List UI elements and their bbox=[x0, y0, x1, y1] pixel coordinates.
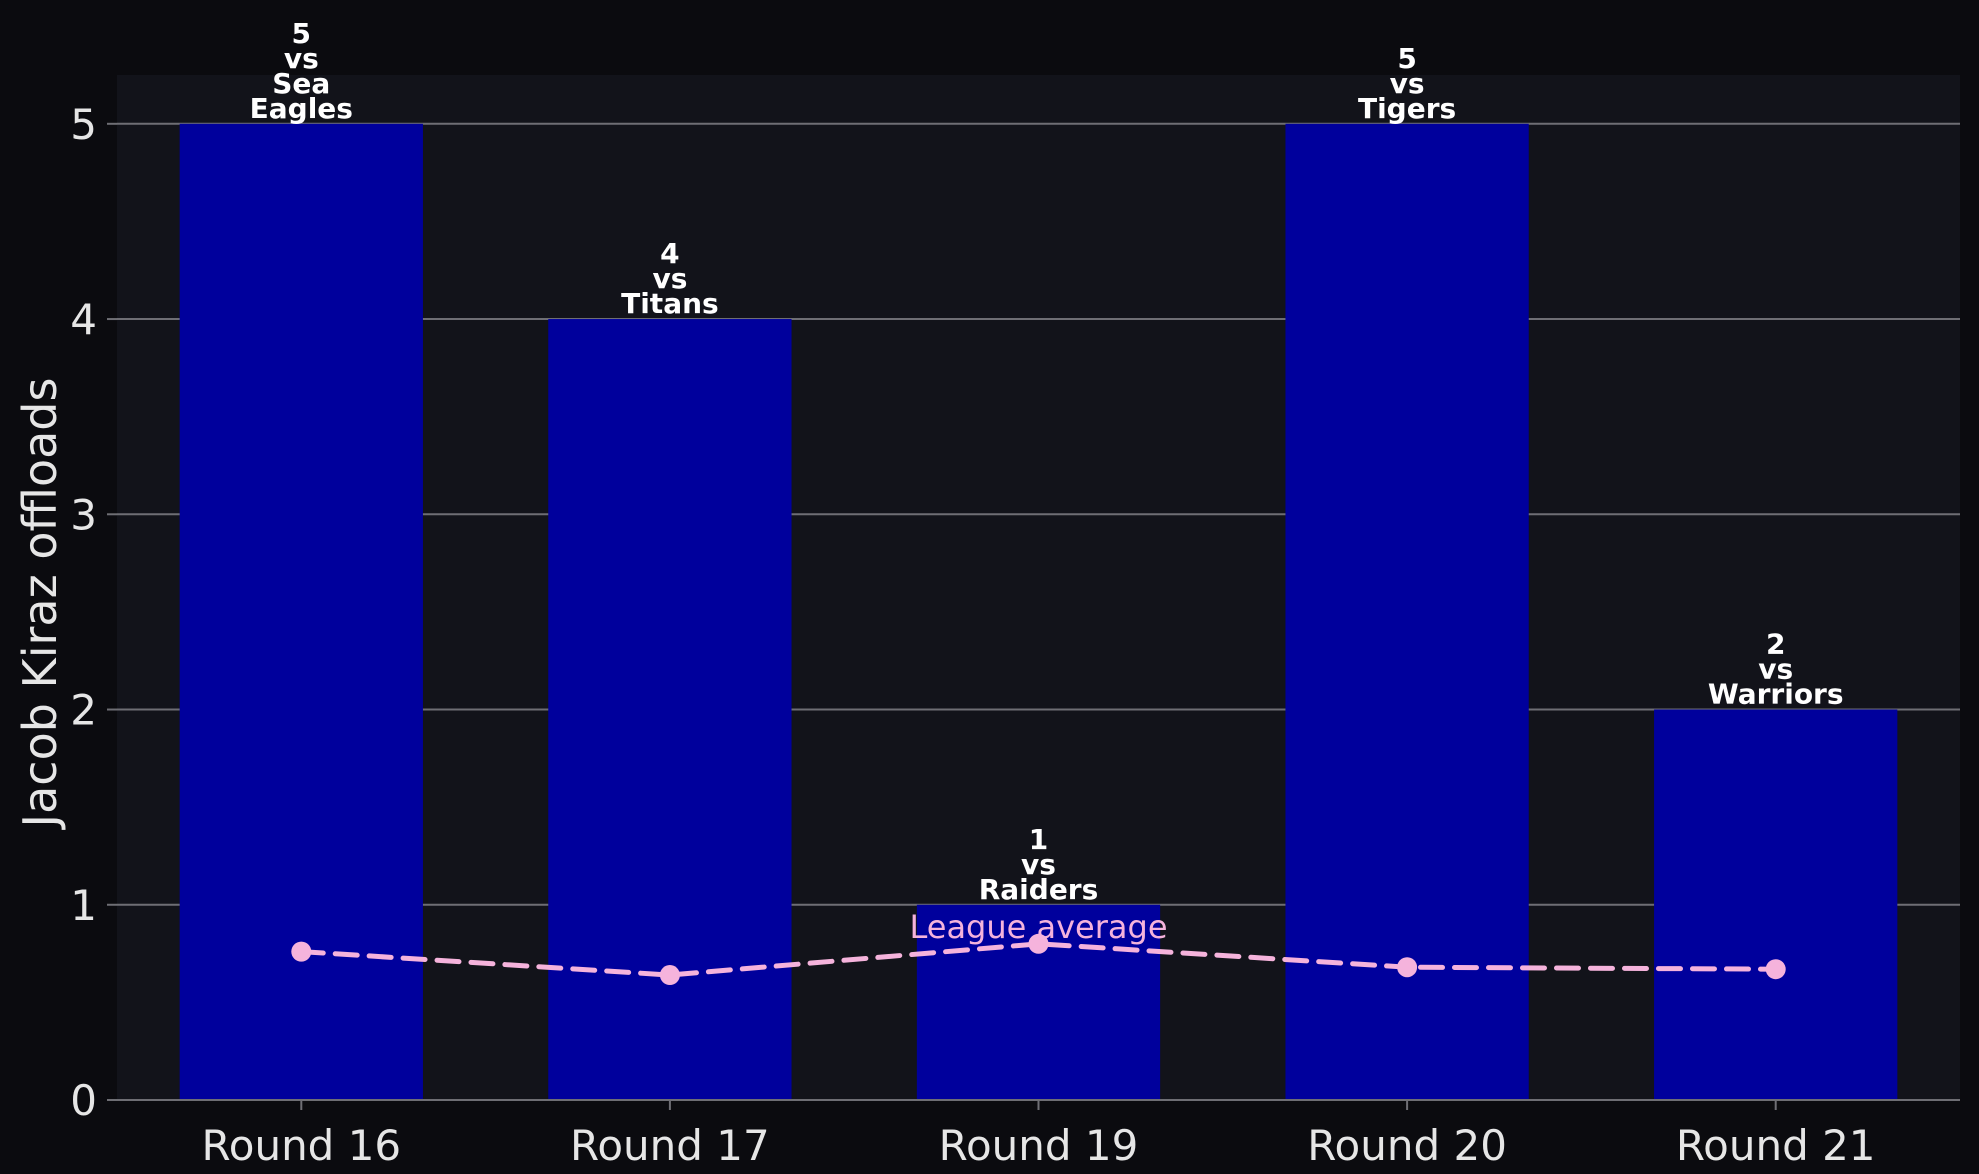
league-average-line: League average bbox=[291, 908, 1786, 986]
bar-label-line: vs bbox=[1021, 848, 1056, 881]
bar bbox=[1654, 709, 1898, 1100]
bars bbox=[179, 123, 1898, 1101]
bar-label: 4 vs Titans bbox=[621, 237, 719, 320]
bar-label-line: Raiders bbox=[979, 873, 1099, 906]
bar bbox=[179, 123, 423, 1101]
bar-label: 1 vs Raiders bbox=[979, 823, 1099, 906]
y-tick-label: 0 bbox=[70, 1076, 97, 1125]
league-average-point bbox=[291, 941, 312, 962]
x-tick-label: Round 17 bbox=[570, 1121, 770, 1170]
league-average-point bbox=[1397, 957, 1418, 978]
x-tick-label: Round 19 bbox=[939, 1121, 1139, 1170]
x-axis-ticks: Round 16 Round 17 Round 19 Round 20 Round 21 bbox=[117, 1099, 1960, 1170]
league-average-point bbox=[1765, 959, 1786, 980]
y-tick-label: 5 bbox=[70, 100, 97, 149]
y-tick-label: 3 bbox=[70, 490, 97, 539]
x-tick-label: Round 20 bbox=[1307, 1121, 1507, 1170]
bar-label-line: 5 bbox=[292, 17, 311, 50]
bar-label-line: 1 bbox=[1029, 823, 1048, 856]
bar-label-line: vs bbox=[284, 42, 319, 75]
bar bbox=[1285, 123, 1529, 1101]
bar-label: 5 vs Sea Eagles bbox=[250, 17, 353, 125]
bar-label: 5 vs Tigers bbox=[1358, 42, 1456, 125]
y-tick-label: 4 bbox=[70, 295, 97, 344]
bar-label-line: Sea bbox=[272, 67, 330, 100]
bar-label-line: Eagles bbox=[250, 92, 353, 125]
y-tick-label: 2 bbox=[70, 686, 97, 735]
bar-label-line: Warriors bbox=[1708, 678, 1844, 711]
bar-label-line: 2 bbox=[1766, 628, 1785, 661]
league-average-point bbox=[1028, 933, 1049, 954]
bar-label: 2 vs Warriors bbox=[1708, 628, 1844, 711]
bar-label-line: vs bbox=[1390, 67, 1425, 100]
y-axis-ticks: 0 1 2 3 4 5 bbox=[70, 100, 117, 1125]
bar-label-line: vs bbox=[652, 262, 687, 295]
y-axis-title: Jacob Kiraz offloads bbox=[13, 378, 67, 831]
y-tick-label: 1 bbox=[70, 881, 97, 930]
league-average-point bbox=[659, 965, 680, 986]
league-average-label: League average bbox=[909, 908, 1167, 946]
bar-label-line: Tigers bbox=[1358, 92, 1456, 125]
x-tick-label: Round 16 bbox=[201, 1121, 401, 1170]
bar-label-line: 5 bbox=[1397, 42, 1416, 75]
bar-label-line: Titans bbox=[621, 287, 719, 320]
bar-label-line: vs bbox=[1758, 653, 1793, 686]
bar-label-line: 4 bbox=[660, 237, 679, 270]
league-average-path bbox=[298, 941, 1779, 978]
x-tick-label: Round 21 bbox=[1676, 1121, 1876, 1170]
